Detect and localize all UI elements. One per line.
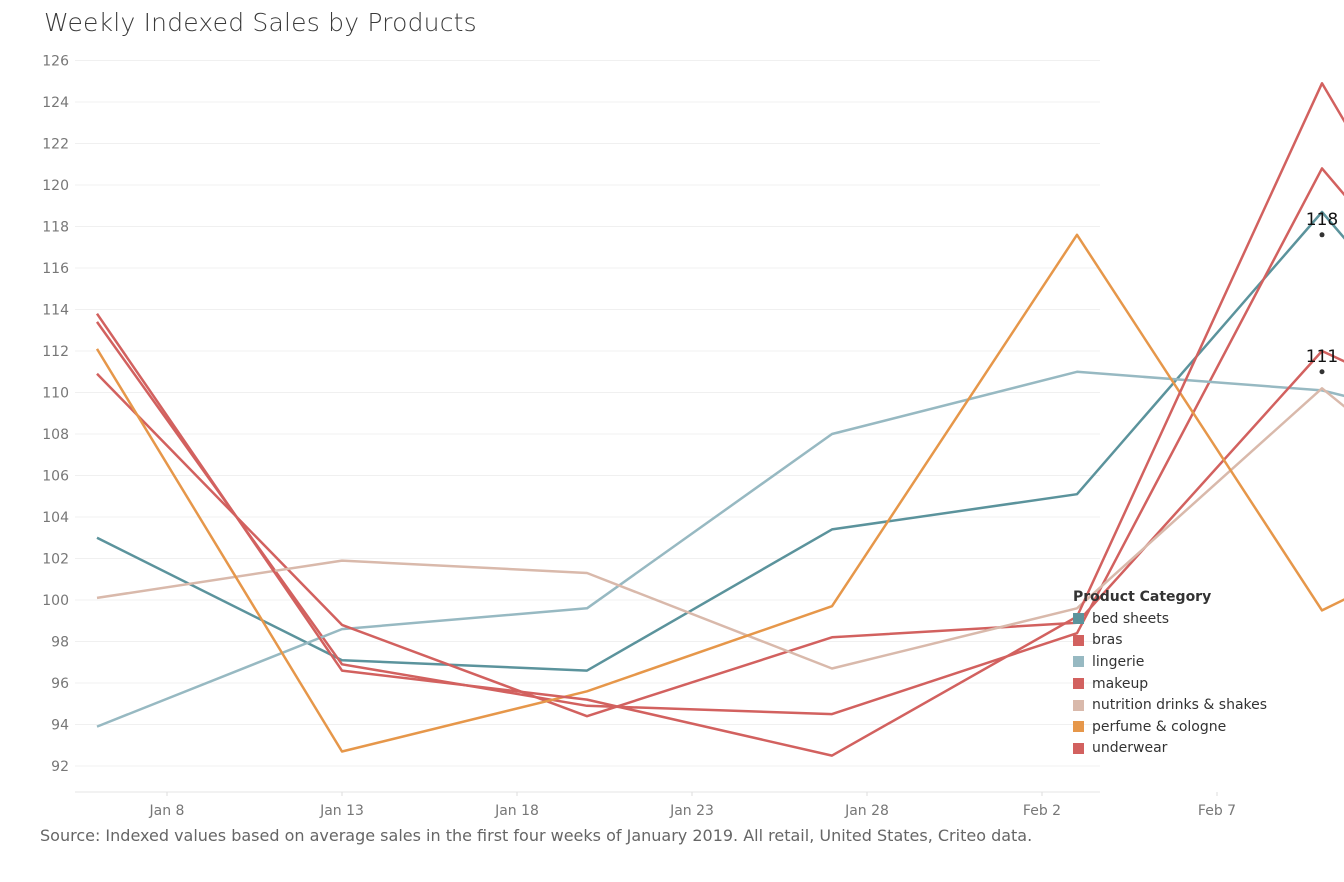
y-axis: 92 94 96 98 100 102 104 106 108 110 112 114 116 118 12… xyxy=(42,54,69,776)
chart-title: Weekly Indexed Sales by Products xyxy=(44,8,477,37)
x-tick-label: Jan 13 xyxy=(319,803,364,819)
series-line xyxy=(95,82,1344,757)
gridlines xyxy=(75,60,1100,767)
x-tick-label: Feb 2 xyxy=(1023,803,1061,819)
y-tick-label: 118 xyxy=(42,220,69,236)
legend-swatch xyxy=(1073,613,1084,625)
legend-swatch xyxy=(1073,721,1084,733)
data-label: 118 xyxy=(1306,210,1338,230)
legend-swatch xyxy=(1073,656,1084,668)
legend-item: bras xyxy=(1073,630,1267,652)
legend: Product Category bed sheets bras lingerie m… xyxy=(1073,589,1267,759)
series-lines xyxy=(95,82,1344,757)
legend-swatch xyxy=(1073,699,1084,711)
y-tick-label: 122 xyxy=(42,137,69,153)
legend-label: bras xyxy=(1092,632,1123,649)
y-tick-label: 112 xyxy=(42,344,69,360)
y-tick-label: 116 xyxy=(42,261,69,277)
x-tick-label: Jan 23 xyxy=(669,803,714,819)
legend-label: underwear xyxy=(1092,740,1168,757)
legend-item: lingerie xyxy=(1073,651,1267,673)
y-tick-label: 126 xyxy=(42,54,69,70)
x-tick-label: Jan 18 xyxy=(494,803,539,819)
y-tick-label: 100 xyxy=(42,593,69,609)
series-line xyxy=(96,349,1344,718)
y-tick-label: 106 xyxy=(42,469,69,485)
series-line xyxy=(96,387,1344,670)
y-tick-label: 104 xyxy=(42,510,69,526)
y-tick-label: 98 xyxy=(51,635,69,651)
source-note: Source: Indexed values based on average … xyxy=(40,826,1033,845)
y-tick-label: 114 xyxy=(42,303,69,319)
x-tick-label: Jan 8 xyxy=(149,803,185,819)
legend-label: perfume & cologne xyxy=(1092,718,1227,735)
legend-swatch xyxy=(1073,634,1084,646)
series-line xyxy=(95,233,1344,753)
data-label: 111 xyxy=(1306,347,1338,367)
legend-label: lingerie xyxy=(1092,653,1145,670)
y-tick-label: 120 xyxy=(42,178,69,194)
y-tick-label: 102 xyxy=(42,552,69,568)
legend-item: underwear xyxy=(1073,738,1267,760)
y-tick-label: 92 xyxy=(51,759,69,775)
x-tick-label: Jan 28 xyxy=(844,803,889,819)
x-tick-label: Feb 7 xyxy=(1198,803,1236,819)
data-point xyxy=(1319,232,1325,238)
y-tick-label: 94 xyxy=(51,718,69,734)
legend-item: perfume & cologne xyxy=(1073,716,1267,738)
series-line xyxy=(96,370,1344,728)
y-tick-label: 108 xyxy=(42,427,69,443)
legend-title: Product Category xyxy=(1073,589,1212,605)
data-labels: 118111125121119112110 xyxy=(1306,210,1338,375)
legend-label: bed sheets xyxy=(1092,610,1170,627)
legend-swatch xyxy=(1073,678,1084,690)
legend-swatch xyxy=(1073,742,1084,754)
data-point xyxy=(1319,369,1325,375)
y-tick-label: 96 xyxy=(51,676,69,692)
legend-label: nutrition drinks & shakes xyxy=(1092,697,1268,714)
legend-label: makeup xyxy=(1092,675,1149,692)
legend-item: nutrition drinks & shakes xyxy=(1073,694,1267,716)
legend-item: bed sheets xyxy=(1073,608,1267,630)
series-line xyxy=(95,167,1344,716)
y-tick-label: 110 xyxy=(42,386,69,402)
legend-item: makeup xyxy=(1073,673,1267,695)
y-tick-label: 124 xyxy=(42,95,69,111)
series-line xyxy=(96,210,1344,672)
